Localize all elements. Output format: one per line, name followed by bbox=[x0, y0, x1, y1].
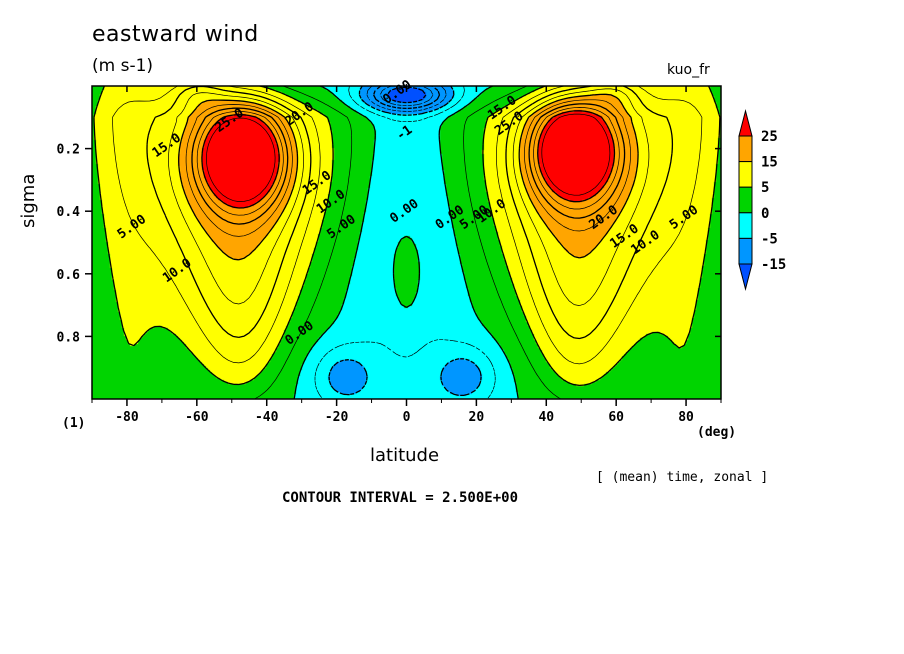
x-axis-label: latitude bbox=[370, 445, 440, 466]
x-tick-label: 80 bbox=[678, 410, 694, 425]
colorbar-segment bbox=[738, 161, 753, 188]
y-axis: 0.2 0.4 0.6 0.8 bbox=[57, 143, 721, 345]
filled-contour-field bbox=[92, 86, 721, 399]
x-tick-label: 0 bbox=[403, 410, 411, 425]
averaging-note: [ (mean) time, zonal ] bbox=[596, 470, 769, 485]
contour-line bbox=[191, 103, 626, 225]
x-tick-label: 40 bbox=[538, 410, 554, 425]
contour-line bbox=[206, 113, 611, 202]
contour-interval: CONTOUR INTERVAL = 2.500E+00 bbox=[282, 490, 519, 506]
colorbar-label: 5 bbox=[761, 180, 769, 196]
x-tick-label: 20 bbox=[469, 410, 485, 425]
experiment-name: kuo_fr bbox=[667, 62, 710, 78]
contour-line bbox=[386, 86, 427, 104]
colorbar: 25 15 5 0 -5 -15 bbox=[738, 109, 786, 291]
x-tick-label: -40 bbox=[255, 410, 279, 425]
contour-line bbox=[201, 110, 616, 209]
chart-units: (m s-1) bbox=[92, 56, 154, 76]
x-tick-label: -60 bbox=[185, 410, 209, 425]
colorbar-max-arrow bbox=[738, 109, 753, 137]
contour-line bbox=[314, 86, 496, 399]
contour-line bbox=[178, 93, 639, 261]
contour-line bbox=[185, 99, 631, 237]
contour-line bbox=[168, 88, 650, 306]
contour-line bbox=[93, 86, 721, 387]
y-tick-label: 0.2 bbox=[57, 143, 80, 158]
y-axis-unit: (1) bbox=[62, 416, 86, 431]
colorbar-segment bbox=[738, 135, 753, 163]
contour-label: -1 bbox=[394, 122, 416, 143]
colorbar-segment bbox=[738, 237, 753, 265]
x-tick-label: 60 bbox=[608, 410, 624, 425]
colorbar-min-arrow bbox=[738, 263, 753, 291]
colorbar-label: 25 bbox=[761, 129, 778, 145]
x-tick-label: -20 bbox=[325, 410, 349, 425]
colorbar-label: 0 bbox=[761, 206, 769, 222]
x-axis-unit: (deg) bbox=[697, 425, 737, 440]
contour-line bbox=[328, 86, 482, 397]
contour-line bbox=[366, 86, 447, 112]
contour-lines bbox=[93, 86, 721, 399]
colorbar-segment bbox=[738, 186, 753, 214]
x-axis: -80 -60 -40 -20 0 20 40 60 80 bbox=[91, 86, 722, 425]
y-tick-label: 0.8 bbox=[57, 330, 81, 345]
contour-line bbox=[146, 86, 674, 340]
y-tick-label: 0.4 bbox=[57, 205, 81, 220]
x-tick-label: -80 bbox=[115, 410, 139, 425]
colorbar-label: -15 bbox=[761, 257, 786, 273]
colorbar-segment bbox=[738, 212, 753, 239]
colorbar-label: -5 bbox=[761, 231, 778, 247]
colorbar-label: 15 bbox=[761, 155, 778, 171]
chart-title: eastward wind bbox=[92, 22, 259, 47]
contour-line bbox=[112, 86, 703, 365]
y-axis-label: sigma bbox=[18, 173, 39, 228]
y-tick-label: 0.6 bbox=[57, 268, 81, 283]
contour-line bbox=[196, 107, 620, 216]
